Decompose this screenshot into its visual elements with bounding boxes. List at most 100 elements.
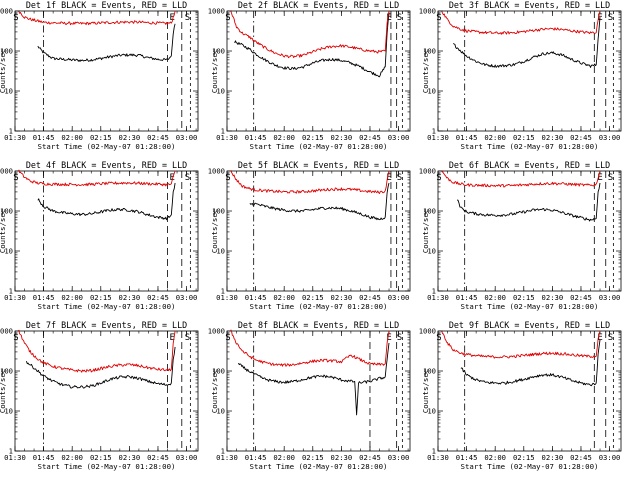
x-tick-label: 02:45 bbox=[570, 133, 592, 142]
lld-series bbox=[441, 170, 601, 188]
subplot-7: Det 7f BLACK = Events, RED = LLD 1 10 100 10… bbox=[0, 320, 199, 471]
y-axis-label: Counts/sec bbox=[421, 369, 430, 414]
subplot-8: Det 8f BLACK = Events, RED = LLD 1 10 100 10… bbox=[208, 320, 411, 471]
x-tick-label: 02:45 bbox=[570, 453, 592, 462]
x-tick-label: 02:00 bbox=[273, 293, 295, 302]
x-tick-label: 02:15 bbox=[302, 453, 324, 462]
x-tick-label: 02:45 bbox=[359, 133, 381, 142]
lld-series bbox=[18, 10, 176, 26]
y-axis-label: Counts/sec bbox=[210, 209, 219, 254]
axes-box bbox=[14, 10, 199, 132]
x-tick-label: 02:15 bbox=[90, 453, 112, 462]
events-series bbox=[37, 182, 176, 221]
x-tick-label: 02:00 bbox=[484, 293, 506, 302]
x-tick-label: 01:45 bbox=[456, 453, 478, 462]
x-tick-label: 02:00 bbox=[61, 453, 83, 462]
subplot-5: Det 5f BLACK = Events, RED = LLD 1 10 100 10… bbox=[208, 160, 411, 311]
y-tick-label: 1 bbox=[432, 447, 436, 456]
x-tick-label: 02:15 bbox=[90, 293, 112, 302]
x-tick-label: 02:00 bbox=[273, 133, 295, 142]
marker-e: E bbox=[386, 13, 391, 23]
y-tick-label: 10 bbox=[216, 87, 225, 96]
y-tick-label: 10 bbox=[216, 247, 225, 256]
marker-e: E bbox=[170, 13, 175, 23]
lld-series bbox=[441, 10, 601, 35]
x-tick-label: 02:15 bbox=[513, 453, 535, 462]
subplot-9: Det 9f BLACK = Events, RED = LLD 1 10 100 10… bbox=[419, 320, 622, 471]
marker-s: S bbox=[397, 13, 402, 23]
events-series bbox=[238, 342, 390, 416]
x-tick-label: 02:30 bbox=[542, 453, 564, 462]
x-axis-label: Start Time (02-May-07 01:28:00) bbox=[38, 142, 176, 151]
x-tick-label: 01:45 bbox=[245, 293, 267, 302]
marker-e: E bbox=[386, 333, 391, 343]
y-axis-label: Counts/sec bbox=[210, 369, 219, 414]
x-tick-label: 02:15 bbox=[302, 133, 324, 142]
lld-series bbox=[230, 329, 390, 367]
x-tick-label: 03:00 bbox=[176, 453, 198, 462]
y-tick-label: 100 bbox=[212, 367, 225, 376]
marker-s: S bbox=[185, 173, 190, 183]
x-tick-label: 01:45 bbox=[245, 133, 267, 142]
y-tick-label: 1 bbox=[9, 287, 13, 296]
x-tick-label: 03:00 bbox=[388, 293, 410, 302]
x-tick-label: 02:30 bbox=[331, 133, 353, 142]
subplot-title: Det 3f BLACK = Events, RED = LLD bbox=[449, 0, 610, 10]
x-tick-label: 01:30 bbox=[427, 133, 449, 142]
y-tick-label: 10 bbox=[427, 247, 436, 256]
axes-box bbox=[226, 10, 411, 132]
marker-s: S bbox=[397, 333, 402, 343]
x-axis-label: Start Time (02-May-07 01:28:00) bbox=[38, 462, 176, 471]
axes-box bbox=[437, 10, 622, 132]
x-tick-label: 01:30 bbox=[4, 133, 26, 142]
x-tick-label: 02:30 bbox=[542, 293, 564, 302]
subplot-2: Det 2f BLACK = Events, RED = LLD 1 10 100 10… bbox=[208, 0, 411, 151]
y-tick-label: 1000 bbox=[0, 327, 13, 336]
events-series bbox=[453, 17, 601, 68]
marker-e: E bbox=[386, 173, 391, 183]
x-tick-label: 01:30 bbox=[216, 133, 238, 142]
x-tick-label: 02:15 bbox=[513, 133, 535, 142]
subplot-4: Det 4f BLACK = Events, RED = LLD 1 10 100 10… bbox=[0, 160, 199, 311]
marker-s: S bbox=[225, 173, 230, 183]
y-axis-label: Counts/sec bbox=[210, 49, 219, 94]
y-axis-label: Counts/sec bbox=[421, 49, 430, 94]
y-tick-label: 100 bbox=[0, 207, 13, 216]
x-axis-label: Start Time (02-May-07 01:28:00) bbox=[250, 302, 388, 311]
x-tick-label: 02:30 bbox=[331, 453, 353, 462]
subplot-title: Det 5f BLACK = Events, RED = LLD bbox=[238, 160, 399, 170]
subplot-title: Det 4f BLACK = Events, RED = LLD bbox=[26, 160, 187, 170]
marker-s: S bbox=[436, 173, 441, 183]
x-axis-label: Start Time (02-May-07 01:28:00) bbox=[461, 462, 599, 471]
x-tick-label: 02:30 bbox=[331, 293, 353, 302]
x-tick-label: 03:00 bbox=[599, 293, 621, 302]
x-tick-label: 02:45 bbox=[359, 293, 381, 302]
y-tick-label: 100 bbox=[423, 47, 436, 56]
y-axis-label: Counts/sec bbox=[0, 209, 7, 254]
y-tick-label: 1 bbox=[9, 127, 13, 136]
x-tick-label: 02:45 bbox=[570, 293, 592, 302]
y-tick-label: 10 bbox=[4, 407, 13, 416]
x-tick-label: 01:30 bbox=[216, 293, 238, 302]
lld-series bbox=[18, 329, 176, 373]
marker-s: S bbox=[225, 333, 230, 343]
subplot-3: Det 3f BLACK = Events, RED = LLD 1 10 100 10… bbox=[419, 0, 622, 151]
events-series bbox=[25, 346, 176, 389]
subplot-title: Det 8f BLACK = Events, RED = LLD bbox=[238, 320, 399, 330]
y-tick-label: 10 bbox=[4, 87, 13, 96]
y-tick-label: 1000 bbox=[208, 7, 225, 16]
marker-s: S bbox=[185, 333, 190, 343]
y-tick-label: 10 bbox=[427, 407, 436, 416]
y-axis-label: Counts/sec bbox=[421, 209, 430, 254]
lld-series bbox=[18, 169, 176, 187]
y-tick-label: 1000 bbox=[208, 167, 225, 176]
x-tick-label: 02:15 bbox=[302, 293, 324, 302]
subplot-title: Det 1f BLACK = Events, RED = LLD bbox=[26, 0, 187, 10]
x-tick-label: 01:45 bbox=[245, 453, 267, 462]
events-series bbox=[37, 23, 176, 62]
x-tick-label: 03:00 bbox=[599, 453, 621, 462]
x-tick-label: 02:30 bbox=[119, 293, 141, 302]
y-tick-label: 1 bbox=[221, 127, 225, 136]
x-tick-label: 02:00 bbox=[61, 133, 83, 142]
